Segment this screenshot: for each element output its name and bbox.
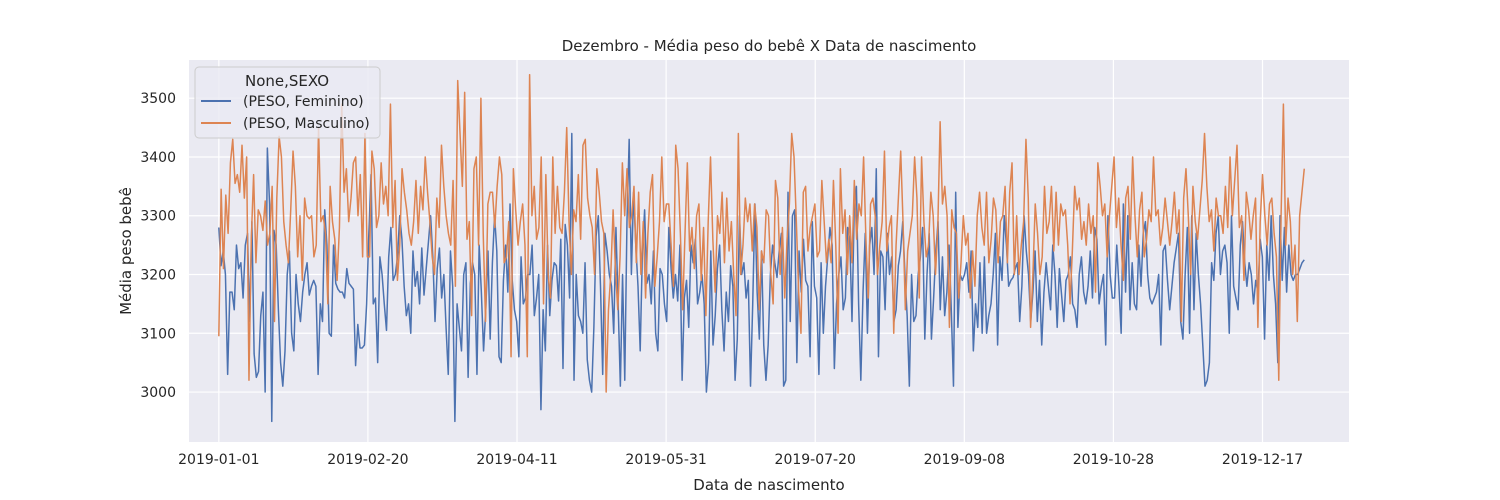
x-tick-label: 2019-01-01 [178,452,259,468]
y-tick-label: 3100 [140,326,176,342]
legend-label-masculino: (PESO, Masculino) [243,116,370,132]
x-tick-label: 2019-10-28 [1073,452,1154,468]
series-line-masculino [218,73,1306,393]
y-tick-label: 3300 [140,209,176,225]
x-tick-label: 2019-02-20 [327,452,408,468]
chart-title: Dezembro - Média peso do bebê X Data de … [562,37,977,55]
y-tick-label: 3200 [140,268,176,284]
series-group [218,73,1306,423]
y-tick-label: 3400 [140,150,176,166]
legend: None,SEXO (PESO, Feminino) (PESO, Mascul… [194,66,381,139]
x-tick-labels: 2019-01-01 2019-02-20 2019-04-11 2019-05-31… [178,452,1303,468]
x-tick-label: 2019-12-17 [1222,452,1303,468]
legend-label-feminino: (PESO, Feminino) [243,94,364,110]
x-tick-label: 2019-07-20 [775,452,856,468]
x-axis-label: Data de nascimento [693,476,844,494]
legend-box [194,66,381,139]
y-tick-labels: 3000 3100 3200 3300 3400 3500 [140,91,176,401]
plot-area [189,60,1349,442]
x-tick-label: 2019-09-08 [924,452,1005,468]
y-axis-label: Média peso bebê [117,187,135,315]
y-tick-label: 3500 [140,91,176,107]
legend-title: None,SEXO [245,72,329,90]
y-tick-label: 3000 [140,385,176,401]
x-tick-label: 2019-04-11 [476,452,557,468]
x-tick-label: 2019-05-31 [625,452,706,468]
